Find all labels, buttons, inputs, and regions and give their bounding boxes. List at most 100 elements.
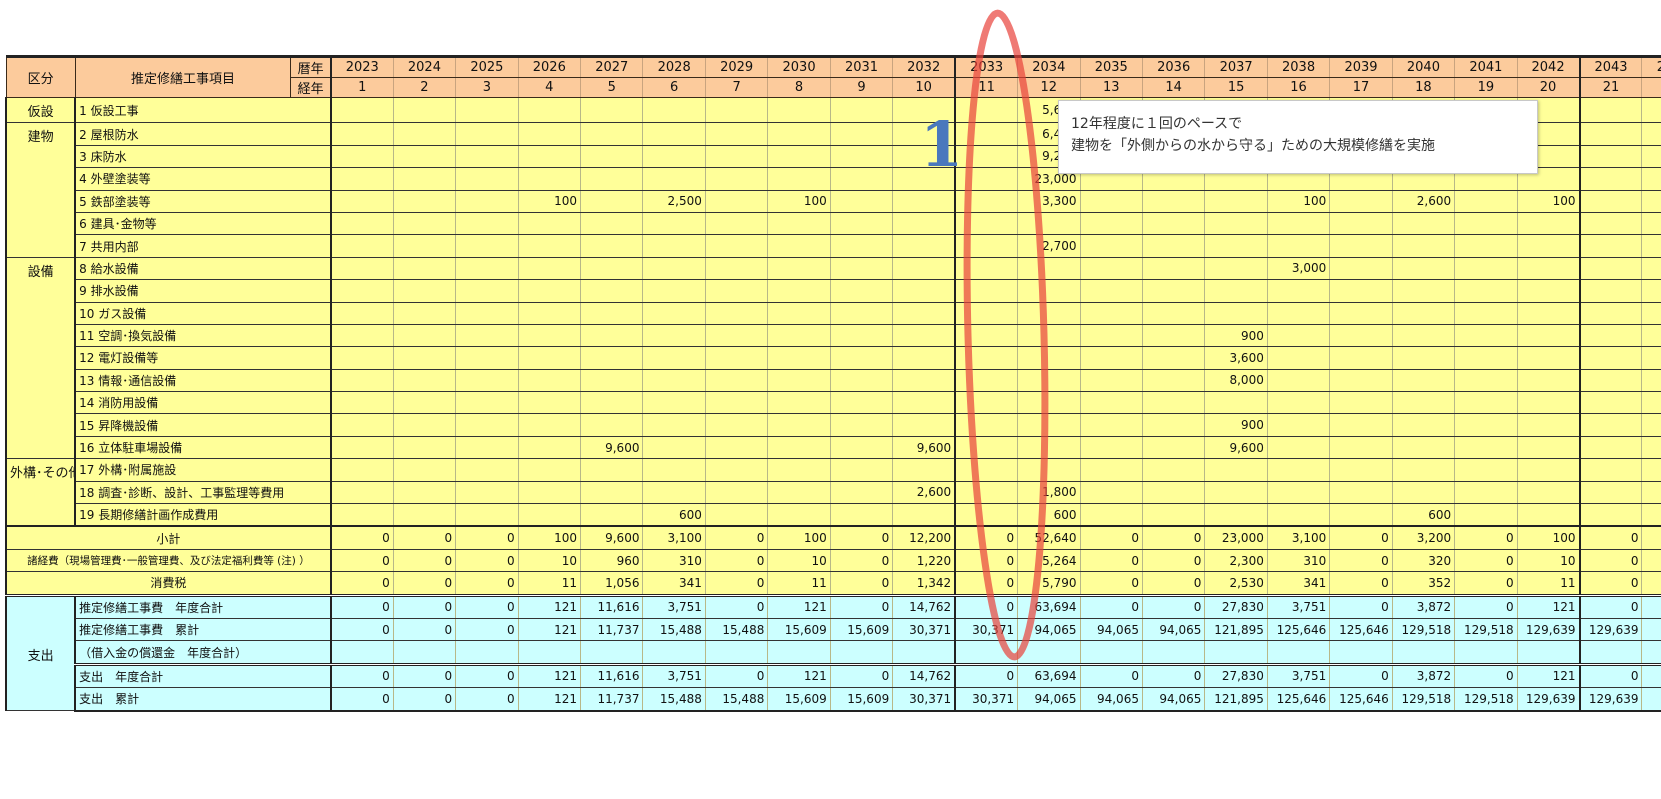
value-cell[interactable]: 63,694 xyxy=(1017,593,1081,619)
value-cell[interactable] xyxy=(580,323,644,348)
value-cell[interactable] xyxy=(642,458,706,482)
value-cell[interactable] xyxy=(1141,189,1206,213)
value-cell[interactable]: 2,600 xyxy=(1391,189,1456,213)
value-cell[interactable] xyxy=(580,301,644,325)
value-cell[interactable] xyxy=(1578,503,1643,527)
value-cell[interactable] xyxy=(1141,211,1206,236)
value-cell[interactable] xyxy=(329,144,394,169)
value-cell[interactable] xyxy=(704,189,769,213)
value-cell[interactable] xyxy=(1641,391,1661,415)
value-cell[interactable]: 2,700 xyxy=(1017,234,1081,258)
value-cell[interactable]: 3,600 xyxy=(1204,346,1268,370)
value-cell[interactable] xyxy=(1204,640,1268,665)
value-cell[interactable]: 0 xyxy=(1079,548,1143,573)
value-cell[interactable] xyxy=(767,301,831,325)
value-cell[interactable] xyxy=(329,122,394,146)
value-cell[interactable] xyxy=(1141,640,1206,665)
value-cell[interactable] xyxy=(1641,323,1661,348)
value-cell[interactable] xyxy=(704,279,769,303)
value-cell[interactable] xyxy=(829,435,894,460)
year-header[interactable]: 2025 xyxy=(455,56,519,78)
value-cell[interactable] xyxy=(580,144,644,169)
value-cell[interactable] xyxy=(642,234,706,258)
value-cell[interactable] xyxy=(1266,480,1331,505)
value-cell[interactable] xyxy=(1266,211,1331,236)
value-cell[interactable] xyxy=(392,96,457,124)
value-cell[interactable] xyxy=(1454,368,1518,393)
year-header[interactable]: 2042 xyxy=(1516,56,1581,78)
value-cell[interactable]: 129,639 xyxy=(1516,687,1581,712)
value-cell[interactable]: 0 xyxy=(1578,593,1643,619)
value-cell[interactable]: 121 xyxy=(517,662,582,689)
value-cell[interactable]: 0 xyxy=(392,617,457,642)
value-cell[interactable] xyxy=(1141,458,1206,482)
value-cell[interactable] xyxy=(829,503,894,527)
value-cell[interactable]: 0 xyxy=(1079,525,1143,550)
value-cell[interactable] xyxy=(1329,189,1393,213)
value-cell[interactable]: 0 xyxy=(829,548,894,573)
value-cell[interactable]: 52,640 xyxy=(1017,525,1081,550)
value-cell[interactable]: 0 xyxy=(954,662,1019,689)
value-cell[interactable] xyxy=(329,368,394,393)
value-cell[interactable] xyxy=(517,122,582,146)
value-cell[interactable]: 0 xyxy=(1454,593,1518,619)
value-cell[interactable] xyxy=(455,413,519,437)
value-cell[interactable] xyxy=(1079,458,1143,482)
value-cell[interactable]: 11 xyxy=(1516,571,1581,596)
year-header[interactable]: 2024 xyxy=(392,56,457,78)
value-cell[interactable]: 0 xyxy=(1578,571,1643,596)
value-cell[interactable] xyxy=(767,480,831,505)
year-header[interactable]: 2041 xyxy=(1454,56,1518,78)
value-cell[interactable]: 121 xyxy=(767,662,831,689)
value-cell[interactable]: 0 xyxy=(1329,662,1393,689)
value-cell[interactable] xyxy=(580,346,644,370)
value-cell[interactable] xyxy=(1017,301,1081,325)
value-cell[interactable] xyxy=(892,256,956,281)
value-cell[interactable] xyxy=(1641,346,1661,370)
value-cell[interactable]: 0 xyxy=(954,548,1019,573)
value-cell[interactable]: 125,646 xyxy=(1329,687,1393,712)
value-cell[interactable] xyxy=(1391,640,1456,665)
value-cell[interactable]: 94,065 xyxy=(1079,687,1143,712)
value-cell[interactable] xyxy=(1454,346,1518,370)
value-cell[interactable] xyxy=(1391,435,1456,460)
value-cell[interactable]: 100 xyxy=(1516,189,1581,213)
value-cell[interactable] xyxy=(1516,368,1581,393)
value-cell[interactable]: 0 xyxy=(1329,525,1393,550)
value-cell[interactable] xyxy=(1578,413,1643,437)
value-cell[interactable] xyxy=(580,122,644,146)
value-cell[interactable]: 600 xyxy=(1391,503,1456,527)
value-cell[interactable] xyxy=(954,391,1019,415)
value-cell[interactable] xyxy=(1141,391,1206,415)
value-cell[interactable] xyxy=(580,96,644,124)
value-cell[interactable]: 129,518 xyxy=(1391,617,1456,642)
value-cell[interactable]: 94,065 xyxy=(1141,617,1206,642)
value-cell[interactable]: 0 xyxy=(704,662,769,689)
value-cell[interactable] xyxy=(1079,413,1143,437)
value-cell[interactable] xyxy=(1079,279,1143,303)
value-cell[interactable] xyxy=(704,458,769,482)
value-cell[interactable]: 121 xyxy=(517,687,582,712)
value-cell[interactable] xyxy=(1266,234,1331,258)
value-cell[interactable]: 3,751 xyxy=(1266,662,1331,689)
value-cell[interactable]: 10 xyxy=(1516,548,1581,573)
value-cell[interactable] xyxy=(1204,301,1268,325)
value-cell[interactable]: 100 xyxy=(517,189,582,213)
value-cell[interactable] xyxy=(1641,548,1661,573)
value-cell[interactable] xyxy=(954,503,1019,527)
value-cell[interactable] xyxy=(1578,122,1643,146)
value-cell[interactable] xyxy=(455,279,519,303)
year-header[interactable]: 2043 xyxy=(1578,56,1643,78)
value-cell[interactable] xyxy=(517,458,582,482)
value-cell[interactable]: 129,639 xyxy=(1516,617,1581,642)
value-cell[interactable]: 11,737 xyxy=(580,687,644,712)
value-cell[interactable] xyxy=(1079,346,1143,370)
value-cell[interactable] xyxy=(517,391,582,415)
year-header[interactable]: 2033 xyxy=(954,56,1019,78)
value-cell[interactable] xyxy=(329,480,394,505)
value-cell[interactable]: 341 xyxy=(1266,571,1331,596)
value-cell[interactable] xyxy=(329,256,394,281)
value-cell[interactable] xyxy=(704,122,769,146)
value-cell[interactable] xyxy=(392,234,457,258)
value-cell[interactable]: 600 xyxy=(1017,503,1081,527)
